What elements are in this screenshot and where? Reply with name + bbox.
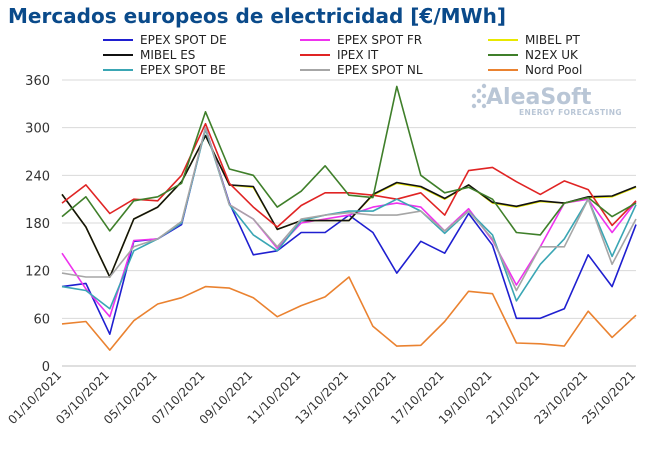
series-line-n2ex-uk [61, 85, 637, 236]
series-line-mibel-pt [61, 134, 637, 278]
legend-label-n2ex-uk: N2EX UK [525, 48, 579, 62]
y-axis-tick-labels: 0 60 120 180 240 300 360 [25, 74, 50, 375]
series-line-nord-pool [61, 276, 637, 351]
watermark-tagline: ENERGY FORECASTING [519, 108, 622, 117]
watermark-logo: AleaSoft ENERGY FORECASTING [471, 83, 622, 117]
y-tick-label: 60 [33, 312, 50, 327]
grid-lines [62, 79, 636, 367]
series-line-ipex-it [61, 122, 637, 228]
watermark-dot [481, 103, 487, 109]
x-axis-tick-labels: 01/10/202103/10/202105/10/202107/10/2021… [5, 368, 638, 427]
watermark-dot [471, 93, 477, 99]
watermark-brand: AleaSoft [486, 85, 592, 110]
watermark-dot [471, 103, 477, 109]
y-tick-label: 240 [25, 169, 50, 184]
legend-label-epex-spot-be: EPEX SPOT BE [140, 63, 226, 77]
legend-label-epex-spot-nl: EPEX SPOT NL [337, 63, 423, 77]
legend-label-epex-spot-fr: EPEX SPOT FR [337, 33, 422, 47]
watermark-dots-icon [471, 83, 487, 109]
watermark-dot [481, 93, 487, 99]
legend-label-mibel-pt: MIBEL PT [525, 33, 580, 47]
y-tick-label: 180 [25, 217, 50, 232]
y-tick-label: 0 [42, 360, 50, 375]
y-tick-label: 360 [25, 74, 50, 89]
chart-title: Mercados europeos de electricidad [€/MWh… [8, 4, 506, 28]
legend-label-mibel-es: MIBEL ES [140, 48, 195, 62]
legend: EPEX SPOT DE EPEX SPOT FR MIBEL PT MIBEL ES… [103, 33, 582, 77]
legend-label-epex-spot-de: EPEX SPOT DE [140, 33, 227, 47]
y-tick-label: 120 [25, 265, 50, 280]
watermark-dot [476, 98, 482, 104]
watermark-dot [481, 83, 487, 89]
watermark-dot [476, 88, 482, 94]
series-lines [61, 85, 637, 351]
series-line-epex-spot-be [61, 128, 637, 310]
legend-label-ipex-it: IPEX IT [337, 48, 379, 62]
series-line-epex-spot-nl [61, 126, 637, 292]
series-line-mibel-es [61, 134, 637, 278]
y-tick-label: 300 [25, 122, 50, 137]
legend-label-nord-pool: Nord Pool [525, 63, 582, 77]
